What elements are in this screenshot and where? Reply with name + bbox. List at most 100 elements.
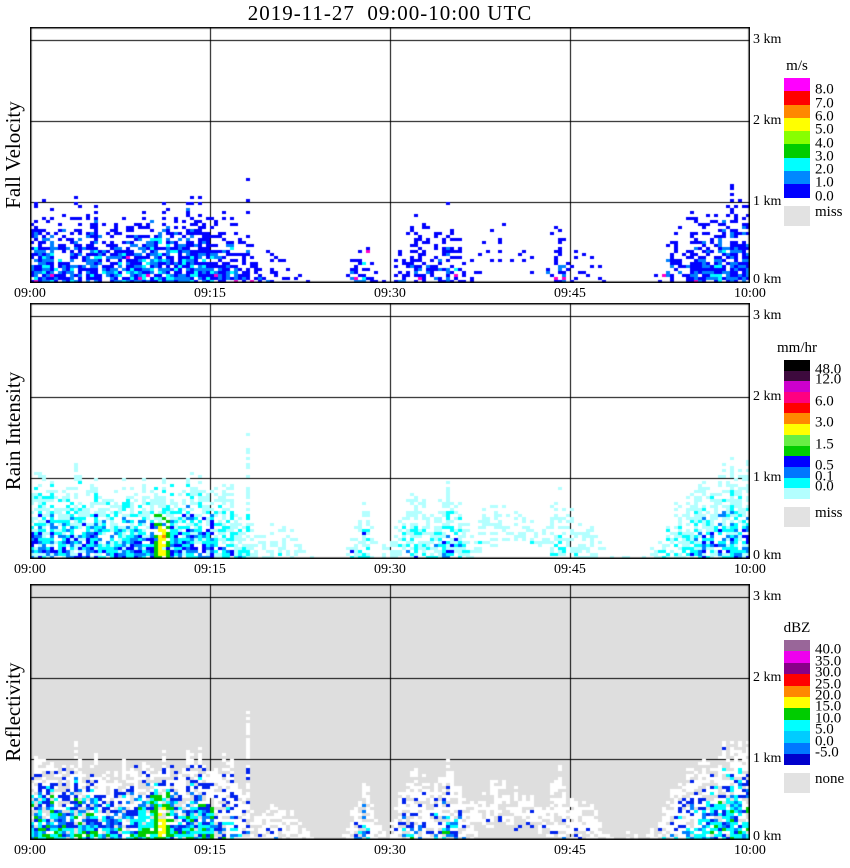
legend-color-block bbox=[784, 753, 810, 766]
legend-color-block bbox=[784, 640, 810, 652]
legend-color-block bbox=[784, 104, 810, 118]
legend-tick-label: 0.0 bbox=[815, 188, 834, 205]
legend-color-block bbox=[784, 742, 810, 754]
y-tick-label: 0 km bbox=[753, 272, 782, 287]
legend-tick-label: 15.0 bbox=[815, 699, 842, 716]
x-tick-label: 09:15 bbox=[194, 286, 226, 301]
legend-unit-label: dBZ bbox=[783, 620, 811, 636]
legend-color-block bbox=[784, 360, 810, 371]
legend-tick-label: 48.0 bbox=[815, 361, 842, 378]
x-tick-label: 09:30 bbox=[374, 843, 406, 858]
legend-tick-label: 5.0 bbox=[815, 121, 834, 138]
x-tick-label: 10:00 bbox=[734, 286, 766, 301]
legend-tick-label: 7.0 bbox=[815, 95, 834, 112]
y-tick-label: 0 km bbox=[753, 829, 782, 844]
legend-color-bar bbox=[784, 640, 810, 766]
legend-miss-label: none bbox=[815, 771, 845, 788]
legend-tick-label: 1.5 bbox=[815, 436, 834, 453]
legend-tick-label: 40.0 bbox=[815, 642, 842, 659]
legend-unit-label: mm/hr bbox=[777, 340, 817, 356]
legend-tick-label: 6.0 bbox=[815, 108, 834, 125]
legend-color-block bbox=[784, 466, 810, 478]
chart-title: 2019-11-27 09:00-10:00 UTC bbox=[247, 1, 533, 25]
legend-tick-label: 12.0 bbox=[815, 372, 842, 389]
legend-color-block bbox=[784, 488, 810, 499]
x-tick-label: 09:15 bbox=[194, 843, 226, 858]
legend-color-block bbox=[784, 662, 810, 675]
legend-color-block bbox=[784, 78, 810, 92]
x-tick-label: 09:15 bbox=[194, 562, 226, 577]
legend-color-block bbox=[784, 685, 810, 697]
legend-tick-label: 3.0 bbox=[815, 414, 834, 431]
x-tick-label: 09:45 bbox=[554, 286, 586, 301]
legend-color-block bbox=[784, 171, 810, 185]
legend-color-block bbox=[784, 413, 810, 425]
legend-tick-label: -5.0 bbox=[815, 744, 839, 761]
x-tick-label: 09:30 bbox=[374, 286, 406, 301]
x-tick-label: 09:00 bbox=[14, 843, 46, 858]
legend-tick-label: 4.0 bbox=[815, 135, 834, 152]
legend-tick-label: 3.0 bbox=[815, 148, 834, 165]
y-tick-label: 2 km bbox=[753, 670, 782, 685]
legend-tick-label: 35.0 bbox=[815, 653, 842, 670]
legend-tick-label: 8.0 bbox=[815, 81, 834, 98]
legend-color-block bbox=[784, 402, 810, 414]
x-tick-label: 10:00 bbox=[734, 562, 766, 577]
legend-color-block bbox=[784, 731, 810, 743]
y-tick-label: 3 km bbox=[753, 589, 782, 604]
y-tick-label: 2 km bbox=[753, 113, 782, 128]
legend-color-block bbox=[784, 674, 810, 686]
reflectivity-axis-label: Reflectivity bbox=[1, 662, 25, 762]
legend-tick-label: 0.1 bbox=[815, 468, 834, 485]
legend-tick-label: 1.0 bbox=[815, 175, 834, 192]
legend-color-block bbox=[784, 381, 810, 393]
legend-unit-label: m/s bbox=[786, 58, 808, 74]
y-tick-label: 1 km bbox=[753, 751, 782, 766]
legend-color-block bbox=[784, 157, 810, 172]
fall-velocity-heatmap bbox=[30, 27, 750, 283]
reflectivity-heatmap bbox=[30, 584, 750, 840]
x-tick-label: 09:45 bbox=[554, 843, 586, 858]
legend-color-block bbox=[784, 117, 810, 132]
y-tick-label: 2 km bbox=[753, 389, 782, 404]
legend-miss-label: miss bbox=[815, 203, 843, 220]
legend-color-block bbox=[784, 719, 810, 732]
x-tick-label: 09:45 bbox=[554, 562, 586, 577]
x-tick-label: 09:30 bbox=[374, 562, 406, 577]
rain-intensity-axis-label: Rain Intensity bbox=[1, 371, 25, 491]
legend-color-block bbox=[784, 424, 810, 435]
legend-color-block bbox=[784, 184, 810, 198]
legend-color-block bbox=[784, 370, 810, 382]
legend-tick-label: 2.0 bbox=[815, 161, 834, 178]
legend-tick-label: 10.0 bbox=[815, 710, 842, 727]
legend-miss-label: miss bbox=[815, 505, 843, 522]
legend-miss-block bbox=[784, 507, 810, 528]
y-tick-label: 3 km bbox=[753, 32, 782, 47]
legend-miss-block bbox=[784, 773, 810, 794]
fall-velocity-axis-label: Fall Velocity bbox=[1, 101, 25, 209]
legend-color-bar bbox=[784, 360, 810, 499]
legend-color-block bbox=[784, 456, 810, 467]
legend-color-block bbox=[784, 144, 810, 158]
y-tick-label: 1 km bbox=[753, 470, 782, 485]
x-tick-label: 09:00 bbox=[14, 286, 46, 301]
legend-tick-label: 0.5 bbox=[815, 457, 834, 474]
y-tick-label: 3 km bbox=[753, 308, 782, 323]
legend-tick-label: 20.0 bbox=[815, 687, 842, 704]
legend-color-block bbox=[784, 651, 810, 663]
y-tick-label: 0 km bbox=[753, 548, 782, 563]
legend-miss-block bbox=[784, 205, 810, 226]
legend-tick-label: 0.0 bbox=[815, 733, 834, 750]
legend-tick-label: 6.0 bbox=[815, 393, 834, 410]
legend-color-bar bbox=[784, 78, 810, 198]
legend-color-block bbox=[784, 708, 810, 720]
legend-color-block bbox=[784, 392, 810, 403]
x-tick-label: 10:00 bbox=[734, 843, 766, 858]
legend-color-block bbox=[784, 477, 810, 489]
legend-color-block bbox=[784, 131, 810, 145]
legend-color-block bbox=[784, 445, 810, 457]
y-tick-label: 1 km bbox=[753, 194, 782, 209]
legend-tick-label: 25.0 bbox=[815, 676, 842, 693]
rain-intensity-heatmap bbox=[30, 303, 750, 559]
